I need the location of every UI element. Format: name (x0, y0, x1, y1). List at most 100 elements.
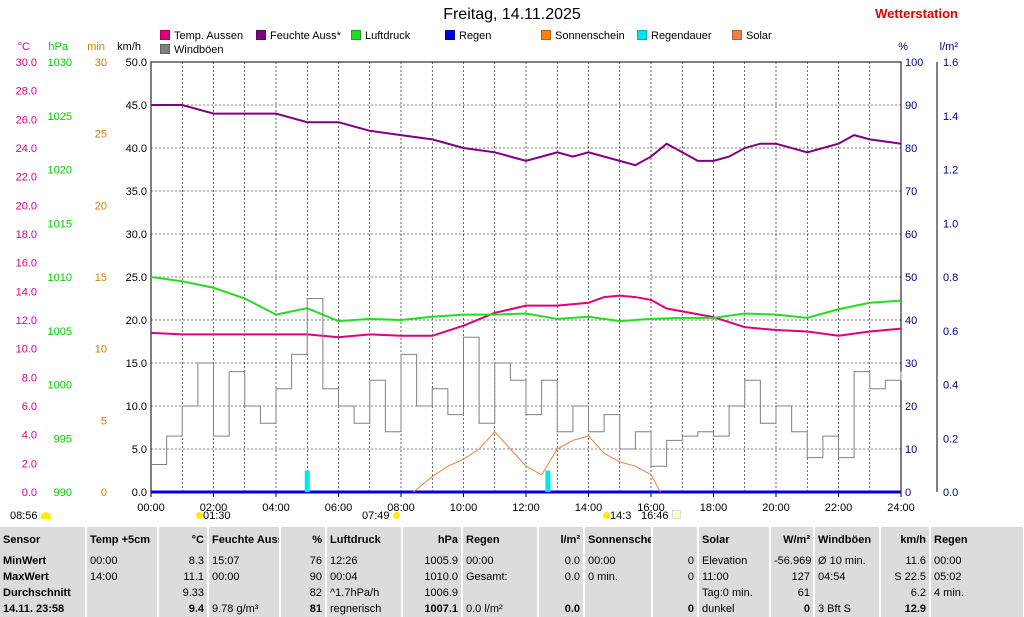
table-cell: Tag:0 min. (698, 585, 770, 601)
table-header-cell: Windböen (814, 527, 880, 553)
minutes-tick-label: 5 (101, 415, 107, 427)
table-cell: 8.3 (158, 553, 208, 569)
table-cell: 12:26 (326, 553, 402, 569)
table-cell (86, 601, 158, 617)
temp-tick-label: 22.0 (16, 172, 37, 184)
wind-tick-label: 40.0 (126, 143, 147, 155)
pressure-axis-label: hPa (48, 41, 68, 53)
event-time-2: 07:49 (362, 510, 390, 522)
time-tick-label: 18:00 (700, 502, 728, 514)
table-cell: 00:00 (930, 553, 1024, 569)
time-tick-label: 00:00 (137, 502, 165, 514)
table-cell: 00:04 (326, 569, 402, 585)
wind-tick-label: 45.0 (126, 100, 147, 112)
table-header-cell: Temp +5cm (86, 527, 158, 553)
event-time-4: 16:46 (641, 510, 669, 522)
table-cell: 127 (770, 569, 814, 585)
table-cell (814, 585, 880, 601)
wind-tick-label: 5.0 (132, 444, 147, 456)
table-header-cell: Regen (930, 527, 1024, 553)
rain-tick-label: 0.2 (943, 433, 958, 445)
humidity-tick-label: 60 (905, 229, 917, 241)
rain-axis-label: l/m² (940, 41, 959, 53)
table-cell (86, 585, 158, 601)
temp-tick-label: 18.0 (16, 229, 37, 241)
table-header-cell: Sensor (0, 527, 86, 553)
table-cell (208, 585, 280, 601)
time-tick-label: 14:00 (575, 502, 603, 514)
table-cell: 00:00 (584, 553, 652, 569)
temp-tick-label: 12.0 (16, 315, 37, 327)
time-tick-label: 20:00 (762, 502, 790, 514)
sunrise-time: 08:56 (10, 510, 38, 522)
table-cell: 04:54 (814, 569, 880, 585)
table-header-cell: W/m² (770, 527, 814, 553)
event-marker-3: 14:3 (603, 510, 631, 522)
table-header-cell: Regen (462, 527, 538, 553)
humidity-tick-label: 40 (905, 315, 917, 327)
table-cell (462, 585, 538, 601)
temp-tick-label: 28.0 (16, 86, 37, 98)
temp-tick-label: 6.0 (22, 401, 37, 413)
sunrise-marker: 08:56 (10, 510, 51, 522)
table-cell (538, 585, 584, 601)
humidity-tick-label: 80 (905, 143, 917, 155)
moon-icon (603, 512, 610, 519)
table-cell: 15:07 (208, 553, 280, 569)
table-cell: ^1.7hPa/h (326, 585, 402, 601)
wind-tick-label: 20.0 (126, 315, 147, 327)
table-cell: 0.0 (538, 569, 584, 585)
pressure-tick-label: 1010 (48, 272, 72, 284)
time-tick-label: 24:00 (887, 502, 915, 514)
rain-duration-bar (545, 471, 550, 493)
table-cell: Ø 10 min. (814, 553, 880, 569)
event-marker-4: 16:46 (641, 510, 681, 522)
table-cell: S 22.5 (880, 569, 930, 585)
humidity-tick-label: 30 (905, 358, 917, 370)
table-cell: dunkel (698, 601, 770, 617)
table-cell: 14.11. 23:58 (0, 601, 86, 617)
rain-tick-label: 0.8 (943, 272, 958, 284)
table-cell: -56.969 (770, 553, 814, 569)
pressure-tick-label: 1025 (48, 111, 72, 123)
table-header-cell (652, 527, 698, 553)
table-cell: 90 (280, 569, 326, 585)
table-header-cell: km/h (880, 527, 930, 553)
pressure-tick-label: 1015 (48, 218, 72, 230)
time-tick-label: 04:00 (262, 502, 290, 514)
wind-tick-label: 35.0 (126, 186, 147, 198)
minutes-tick-label: 10 (95, 344, 107, 356)
time-tick-label: 06:00 (325, 502, 353, 514)
wind-tick-label: 0.0 (132, 487, 147, 499)
temp-tick-label: 4.0 (22, 430, 37, 442)
table-cell: 00:00 (462, 553, 538, 569)
minutes-tick-label: 15 (95, 272, 107, 284)
sun-icon (393, 512, 400, 519)
table-header-cell: Feuchte Auss (208, 527, 280, 553)
pressure-tick-label: 1030 (48, 57, 72, 69)
table-cell (930, 601, 1024, 617)
table-cell: 3 Bft S (814, 601, 880, 617)
table-cell: 6.2 (880, 585, 930, 601)
temp-axis-label: °C (18, 41, 30, 53)
table-cell: 0 (652, 601, 698, 617)
table-cell: 9.4 (158, 601, 208, 617)
temp-tick-label: 14.0 (16, 286, 37, 298)
moon-icon (672, 510, 681, 519)
table-header-cell: hPa (402, 527, 462, 553)
pressure-tick-label: 995 (54, 433, 72, 445)
table-cell: 9.78 g/m³ (208, 601, 280, 617)
humidity-tick-label: 100 (905, 57, 923, 69)
table-cell: 0 (770, 601, 814, 617)
temp-tick-label: 8.0 (22, 372, 37, 384)
sun-icon (196, 512, 203, 519)
table-header-cell: °C (158, 527, 208, 553)
weather-chart: 0.02.04.06.08.010.012.014.016.018.020.02… (0, 0, 1024, 525)
rain-tick-label: 1.4 (943, 111, 958, 123)
table-cell: 82 (280, 585, 326, 601)
table-cell: 12.9 (880, 601, 930, 617)
table-cell: Elevation (698, 553, 770, 569)
